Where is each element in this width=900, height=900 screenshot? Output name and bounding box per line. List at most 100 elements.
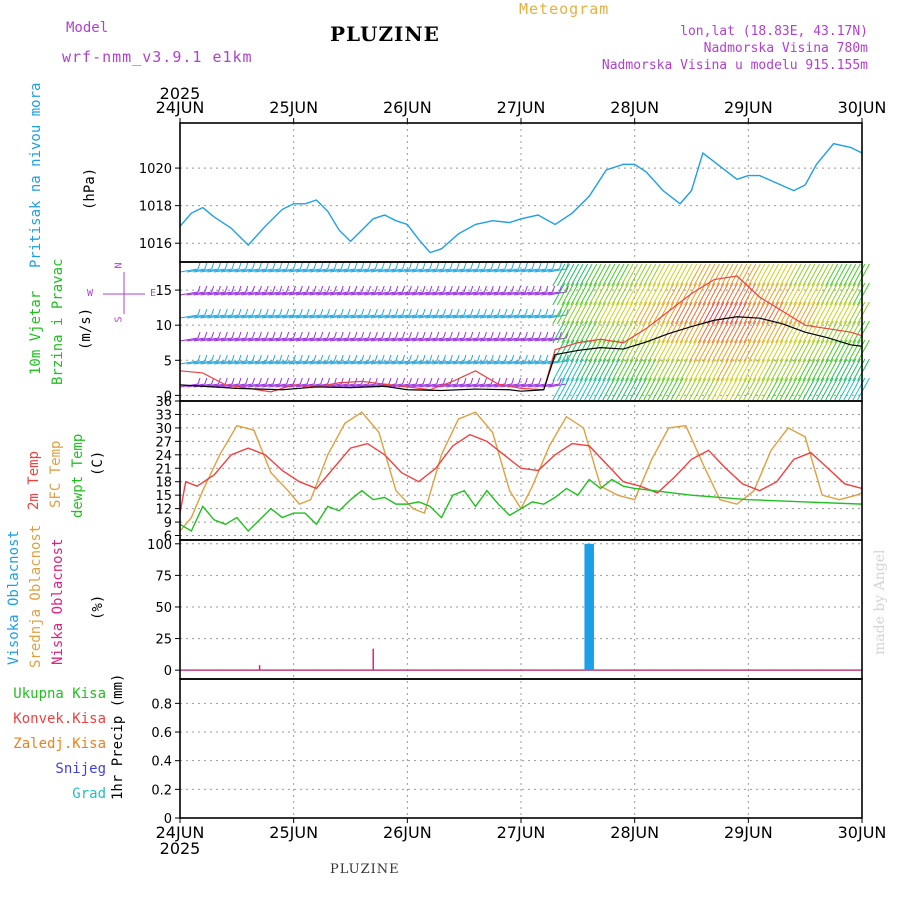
wind-barb <box>697 377 711 401</box>
wind-barb <box>838 301 852 325</box>
wind-barb <box>661 301 675 325</box>
wind-barb <box>643 263 657 287</box>
wind-barb <box>368 354 371 362</box>
wind-barb <box>847 282 861 306</box>
wind-barb <box>552 339 566 363</box>
wind-barb <box>248 383 267 388</box>
wind-barb <box>238 377 242 385</box>
wind-barb <box>675 320 689 344</box>
wind-barb <box>556 339 570 363</box>
wind-barb <box>524 285 528 293</box>
wind-barb <box>327 354 331 362</box>
wind-barb <box>638 358 652 382</box>
wind-barb <box>504 377 508 385</box>
wind-barb <box>666 263 679 287</box>
wind-barb <box>323 337 342 342</box>
wind-barb <box>784 358 798 382</box>
wind-barb <box>843 358 857 382</box>
wind-barb <box>452 268 471 273</box>
wind-barb <box>807 358 820 382</box>
wind-barb <box>666 282 679 306</box>
wind-barb <box>381 377 385 385</box>
wind-barb <box>652 339 666 363</box>
wind-barb <box>231 262 235 270</box>
wind-barb <box>422 377 426 385</box>
wind-barb <box>720 339 734 363</box>
wind-barb <box>286 331 290 339</box>
bottom-tick-label: 27JUN <box>497 823 546 842</box>
wind-barb <box>493 268 512 273</box>
wind-barb <box>477 354 481 362</box>
wind-barb <box>323 360 342 365</box>
wind-barb <box>388 354 392 362</box>
wind-barb <box>706 358 720 382</box>
wind-barb <box>558 377 562 385</box>
wind-barb <box>282 360 301 365</box>
wind-barb <box>217 285 221 293</box>
wind-barb <box>514 360 533 365</box>
wind-barb <box>566 282 579 306</box>
wind-barb <box>797 339 811 363</box>
wind-barb <box>234 291 253 296</box>
wind-barb <box>552 308 556 316</box>
wind-barb <box>299 308 303 316</box>
wind-barb <box>629 358 643 382</box>
wind-barb <box>656 320 670 344</box>
wind-barb <box>220 314 240 319</box>
wind-barb <box>706 301 720 325</box>
2m-temp-line <box>179 433 863 514</box>
wind-barb <box>761 339 775 363</box>
wind-barb <box>473 383 492 388</box>
wind-barb <box>398 291 417 296</box>
wind-barb <box>445 383 465 388</box>
wind-barb <box>336 360 355 365</box>
wind-barb <box>275 383 294 388</box>
y-tick-label: 36 <box>155 395 172 410</box>
wind-barb <box>775 358 789 382</box>
wind-barb <box>738 377 752 401</box>
wind-barb <box>248 268 267 273</box>
wind-barb <box>370 268 390 273</box>
wind-barb <box>443 377 446 385</box>
wind-barb <box>661 282 675 306</box>
y-tick-label: 100 <box>147 538 172 553</box>
y-tick-label: 15 <box>155 489 172 504</box>
wind-barb <box>204 285 208 293</box>
wind-barb <box>268 268 287 273</box>
wind-barb <box>343 360 362 365</box>
wind-barb <box>497 285 501 293</box>
wind-barb <box>565 354 569 362</box>
wind-barb <box>449 262 453 270</box>
wind-barb <box>408 262 412 270</box>
low-cloud-bar <box>372 648 374 671</box>
wind-barb <box>422 354 426 362</box>
wind-barb <box>625 282 639 306</box>
wind-barb <box>364 291 383 296</box>
wind-barb <box>766 377 779 401</box>
wind-barb <box>747 282 761 306</box>
wind-barb <box>729 282 743 306</box>
wind-barb <box>779 339 793 363</box>
wind-barb <box>477 308 481 316</box>
wind-barb <box>643 282 657 306</box>
wind-barb <box>220 337 240 342</box>
wind-barb <box>720 377 734 401</box>
wind-barb <box>684 263 698 287</box>
wind-barb <box>534 268 553 273</box>
wind-barb <box>364 314 383 319</box>
wind-barb <box>670 263 684 287</box>
wind-barb <box>734 358 748 382</box>
wind-barb <box>238 354 242 362</box>
wind-barb <box>354 285 358 293</box>
wind-barb <box>224 285 228 293</box>
wind-barb <box>200 360 219 365</box>
wind-barb <box>584 320 598 344</box>
wind-barb <box>545 354 549 362</box>
wind-barb <box>254 337 274 342</box>
wind-speed-line <box>179 316 863 392</box>
wind-barb <box>825 358 839 382</box>
wind-barb <box>684 377 698 401</box>
wind-barb <box>602 263 616 287</box>
wind-barb <box>439 360 458 365</box>
wind-barb <box>611 263 625 287</box>
